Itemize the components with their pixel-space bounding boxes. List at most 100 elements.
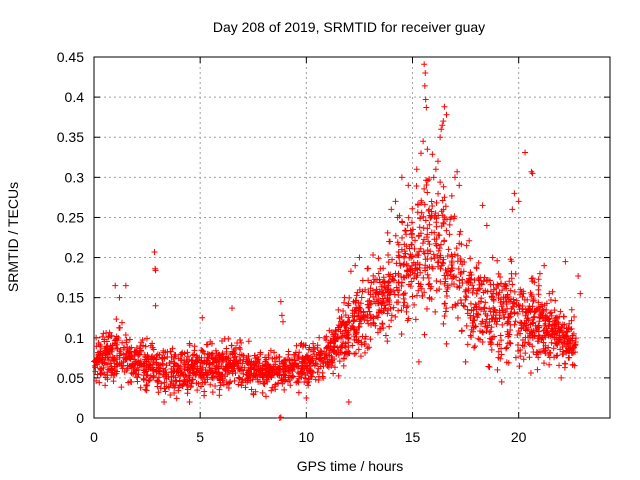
data-point	[191, 361, 198, 368]
data-point	[111, 337, 118, 344]
data-point	[467, 269, 474, 276]
data-point	[386, 273, 393, 280]
data-point	[365, 277, 372, 284]
data-point	[511, 321, 518, 328]
data-point	[388, 317, 395, 324]
data-point	[204, 376, 211, 383]
data-point	[479, 318, 486, 325]
data-point	[437, 179, 444, 186]
data-point	[319, 358, 326, 365]
data-point	[545, 323, 552, 330]
data-point	[456, 240, 463, 247]
y-tick-label: 0.05	[57, 370, 84, 386]
data-point	[385, 252, 392, 259]
data-point	[294, 378, 301, 385]
data-point	[156, 351, 163, 358]
data-point	[163, 362, 170, 369]
data-point	[484, 322, 491, 329]
data-point	[385, 297, 392, 304]
data-point	[402, 227, 409, 234]
data-point	[442, 267, 449, 274]
data-point	[269, 355, 276, 362]
data-point	[338, 343, 345, 350]
data-point	[443, 305, 450, 312]
data-point	[542, 320, 549, 327]
data-point	[473, 264, 480, 271]
data-point	[181, 357, 188, 364]
data-point	[129, 362, 136, 369]
data-point	[95, 340, 102, 347]
y-tick-labels: 0 0.05 0.1 0.15 0.2 0.25 0.3 0.35 0.4 0.45	[57, 49, 84, 426]
data-point	[535, 324, 542, 331]
axis-ticks	[93, 56, 610, 419]
data-point	[286, 362, 293, 369]
data-point	[444, 282, 451, 289]
data-point	[213, 373, 220, 380]
data-point	[498, 351, 505, 358]
data-point	[417, 269, 424, 276]
data-point	[552, 340, 559, 347]
data-point	[451, 273, 458, 280]
data-point	[441, 300, 448, 307]
data-point	[511, 309, 518, 316]
data-point	[448, 251, 455, 258]
data-point	[443, 340, 450, 347]
data-point	[475, 259, 482, 266]
data-point	[133, 344, 140, 351]
data-point	[300, 341, 307, 348]
data-point	[151, 248, 158, 255]
data-point	[342, 340, 349, 347]
data-point	[568, 306, 575, 313]
data-point	[347, 268, 354, 275]
data-point	[205, 351, 212, 358]
data-point	[553, 352, 560, 359]
data-point	[250, 390, 257, 397]
data-point	[434, 252, 441, 259]
data-point	[457, 258, 464, 265]
data-point	[443, 293, 450, 300]
data-point	[495, 294, 502, 301]
data-point	[140, 367, 147, 374]
data-point	[381, 278, 388, 285]
data-point	[274, 371, 281, 378]
data-point	[395, 252, 402, 259]
data-point	[310, 369, 317, 376]
data-point	[569, 350, 576, 357]
data-point	[422, 70, 429, 77]
data-point	[259, 389, 266, 396]
data-point	[245, 338, 252, 345]
data-point	[253, 359, 260, 366]
data-point	[216, 392, 223, 399]
data-point	[408, 219, 415, 226]
data-point	[209, 359, 216, 366]
data-point	[119, 365, 126, 372]
data-point	[433, 287, 440, 294]
data-point	[412, 316, 419, 323]
data-point	[309, 355, 316, 362]
data-point	[223, 356, 230, 363]
data-point	[395, 279, 402, 286]
data-point	[161, 379, 168, 386]
data-point	[408, 241, 415, 248]
data-point	[396, 253, 403, 260]
data-point	[426, 280, 433, 287]
data-point	[535, 335, 542, 342]
data-point	[403, 308, 410, 315]
data-point	[487, 338, 494, 345]
data-point	[420, 274, 427, 281]
data-point	[551, 317, 558, 324]
data-point	[280, 360, 287, 367]
data-point	[435, 158, 441, 165]
data-point	[238, 367, 245, 374]
data-point	[435, 263, 442, 270]
data-point	[442, 300, 449, 307]
data-point	[521, 343, 528, 350]
data-point	[512, 318, 519, 325]
data-point	[378, 283, 385, 290]
data-point	[287, 382, 294, 389]
data-point	[428, 198, 435, 205]
data-point	[272, 361, 279, 368]
data-point	[289, 367, 296, 374]
data-point	[387, 305, 394, 312]
